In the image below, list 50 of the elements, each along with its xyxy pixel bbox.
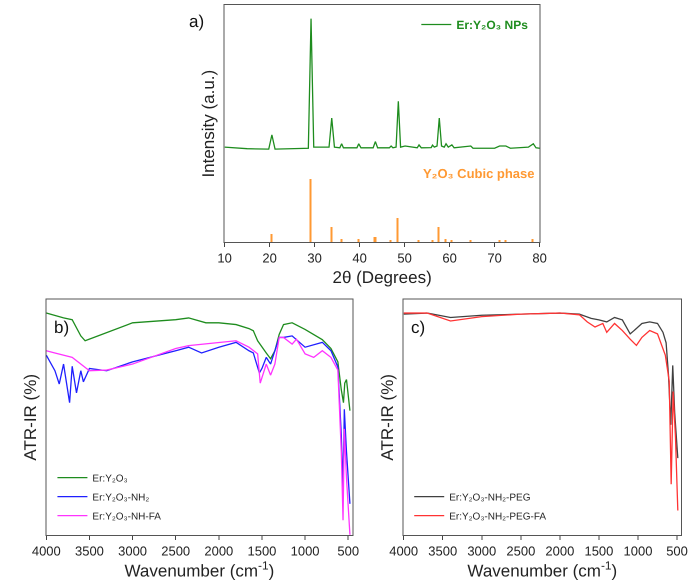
text: Y₂O₃ Cubic phase: [423, 166, 534, 181]
x-tick-label: 2000: [204, 543, 234, 558]
x-tick-label: 1000: [624, 543, 652, 558]
x-tick-label: 1500: [247, 543, 276, 558]
x-tick-label: 50: [397, 250, 412, 266]
x-tick-label: 20: [262, 250, 277, 266]
chart-title: c): [411, 318, 426, 337]
chart-title: b): [54, 318, 70, 337]
x-tick-label: 3500: [428, 543, 458, 558]
x-tick-label: 30: [307, 250, 322, 266]
chart-title: a): [189, 12, 204, 31]
legend-label: Er:Y₂O₃-NH-FA: [92, 512, 162, 523]
x-tick-label: 40: [352, 250, 367, 266]
bar: [396, 218, 399, 242]
x-axis-title: Wavenumber (cm$^{-1}$): [467, 558, 618, 581]
y-axis-title: ATR-IR (%): [20, 374, 40, 461]
x-tick-label: 4000: [32, 543, 61, 558]
legend-label: Er:Y₂O₃-NH₂-PEG-FA: [449, 512, 546, 523]
bar: [270, 234, 273, 242]
x-tick-label: 3500: [74, 543, 104, 558]
bar: [310, 179, 312, 242]
x-tick-label: 60: [442, 250, 457, 266]
y-axis-title: Intensity (a.u.): [199, 70, 218, 178]
bar: [374, 237, 377, 242]
x-tick-label: 3000: [467, 543, 496, 558]
legend-label: Er:Y₂O₃-NH₂-PEG: [449, 492, 531, 504]
x-tick-label: 500: [337, 543, 360, 558]
x-axis-title: Wavenumber (cm$^{-1}$): [124, 558, 274, 581]
x-tick-label: 80: [532, 250, 547, 266]
bar: [532, 239, 534, 242]
bar: [330, 227, 333, 242]
x-tick-label: 70: [487, 250, 502, 266]
legend-label: Er:Y₂O₃: [92, 474, 128, 485]
x-tick-label: 1500: [584, 543, 614, 558]
bar: [340, 239, 343, 242]
x-tick-label: 2500: [161, 543, 190, 558]
legend-label: Er:Y₂O₃ NPs: [456, 18, 528, 32]
x-tick-label: 1000: [290, 543, 320, 558]
x-tick-label: 10: [217, 250, 232, 266]
x-tick-label: 4000: [389, 543, 418, 558]
x-axis-title: 2θ (Degrees): [332, 268, 432, 288]
y-axis-title: ATR-IR (%): [378, 374, 398, 461]
bar: [444, 239, 447, 242]
bar: [438, 227, 440, 242]
x-tick-label: 2500: [506, 543, 536, 558]
x-tick-label: 500: [666, 543, 688, 558]
bar: [358, 239, 360, 242]
x-tick-label: 2000: [545, 543, 574, 558]
x-tick-label: 3000: [118, 543, 148, 558]
legend-label: Er:Y₂O₃-NH₂: [92, 492, 150, 504]
